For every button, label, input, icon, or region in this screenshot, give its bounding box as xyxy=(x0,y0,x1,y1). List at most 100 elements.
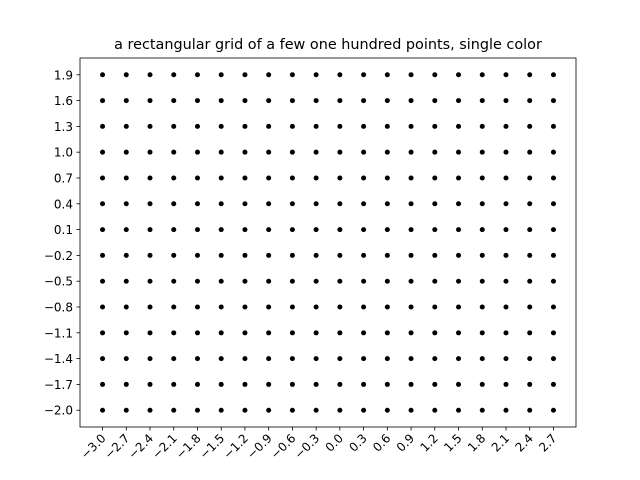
point xyxy=(171,98,177,104)
point xyxy=(384,407,390,413)
x-tick-label: 1.5 xyxy=(441,431,464,454)
point xyxy=(479,356,485,362)
point xyxy=(218,356,224,362)
x-tick-label: −0.9 xyxy=(244,431,275,462)
point xyxy=(550,227,556,233)
point xyxy=(100,278,106,284)
point xyxy=(218,149,224,155)
point xyxy=(313,381,319,387)
point xyxy=(432,175,438,181)
point xyxy=(527,149,533,155)
point xyxy=(503,201,509,207)
y-tick-label: 1.0 xyxy=(54,146,73,160)
point xyxy=(408,201,414,207)
point xyxy=(100,356,106,362)
point xyxy=(337,407,343,413)
point xyxy=(194,123,200,129)
point xyxy=(100,123,106,129)
point xyxy=(218,98,224,104)
point xyxy=(384,175,390,181)
y-tick-label: −1.7 xyxy=(44,378,73,392)
point xyxy=(503,330,509,336)
point xyxy=(242,98,248,104)
point xyxy=(289,175,295,181)
point xyxy=(194,407,200,413)
y-tick-label: −1.1 xyxy=(44,326,73,340)
point xyxy=(123,356,129,362)
point xyxy=(100,98,106,104)
point xyxy=(242,175,248,181)
point xyxy=(432,123,438,129)
point xyxy=(313,175,319,181)
point xyxy=(503,72,509,78)
point xyxy=(432,72,438,78)
point xyxy=(432,278,438,284)
point xyxy=(242,356,248,362)
point xyxy=(194,278,200,284)
point xyxy=(171,356,177,362)
point xyxy=(194,227,200,233)
point xyxy=(361,278,367,284)
point xyxy=(147,123,153,129)
point xyxy=(100,149,106,155)
point xyxy=(218,330,224,336)
point xyxy=(479,381,485,387)
point xyxy=(242,201,248,207)
point xyxy=(266,407,272,413)
point xyxy=(361,98,367,104)
point xyxy=(194,356,200,362)
point xyxy=(123,381,129,387)
point xyxy=(123,278,129,284)
point xyxy=(313,278,319,284)
point xyxy=(337,227,343,233)
point xyxy=(266,201,272,207)
point xyxy=(432,227,438,233)
point xyxy=(218,381,224,387)
point xyxy=(313,149,319,155)
point xyxy=(384,227,390,233)
point xyxy=(550,123,556,129)
point xyxy=(147,149,153,155)
point xyxy=(550,98,556,104)
point xyxy=(361,149,367,155)
x-tick-label: 2.4 xyxy=(512,431,535,454)
point xyxy=(289,356,295,362)
point xyxy=(384,381,390,387)
point xyxy=(123,72,129,78)
point xyxy=(408,304,414,310)
point xyxy=(361,72,367,78)
point xyxy=(171,304,177,310)
point xyxy=(550,252,556,258)
point xyxy=(100,72,106,78)
x-tick-label: −3.0 xyxy=(78,431,109,462)
point xyxy=(361,252,367,258)
y-tick-label: −0.8 xyxy=(44,301,73,315)
point xyxy=(456,304,462,310)
point xyxy=(503,407,509,413)
point xyxy=(432,252,438,258)
point xyxy=(266,227,272,233)
point xyxy=(503,304,509,310)
point xyxy=(408,407,414,413)
x-tick-label: −2.4 xyxy=(126,431,157,462)
y-tick-label: −0.5 xyxy=(44,275,73,289)
point xyxy=(194,252,200,258)
point xyxy=(337,252,343,258)
point xyxy=(456,227,462,233)
point xyxy=(384,201,390,207)
point xyxy=(171,201,177,207)
point xyxy=(527,278,533,284)
point xyxy=(337,356,343,362)
point xyxy=(147,330,153,336)
point xyxy=(147,72,153,78)
point xyxy=(289,330,295,336)
point xyxy=(194,304,200,310)
point xyxy=(313,356,319,362)
point xyxy=(100,227,106,233)
point xyxy=(361,304,367,310)
point xyxy=(361,381,367,387)
point xyxy=(408,72,414,78)
point xyxy=(408,149,414,155)
point xyxy=(242,227,248,233)
point xyxy=(147,252,153,258)
